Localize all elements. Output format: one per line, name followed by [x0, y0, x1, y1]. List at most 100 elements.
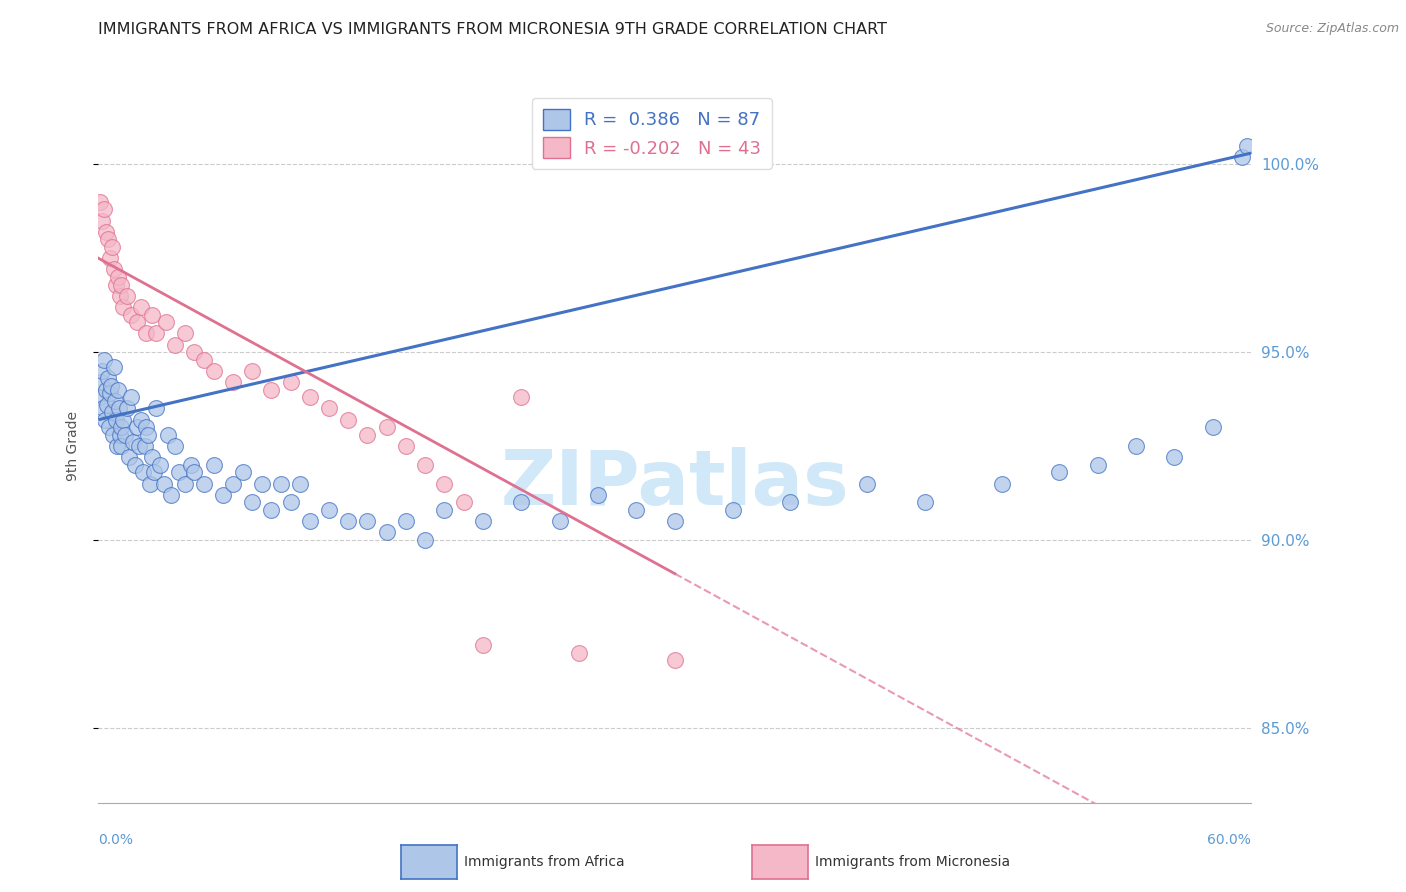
Point: [107, 383, 129, 397]
Point: [101, 427, 124, 442]
Point: [94, 383, 117, 397]
Point: [222, 476, 245, 491]
Text: 0.0%: 0.0%: [98, 833, 134, 847]
Point: [1125, 439, 1147, 453]
Point: [914, 495, 936, 509]
Point: [433, 503, 456, 517]
Point: [433, 476, 456, 491]
Point: [260, 383, 283, 397]
Point: [413, 533, 436, 547]
Point: [90, 375, 112, 389]
Text: ZIPatlas: ZIPatlas: [501, 447, 849, 521]
Point: [337, 413, 360, 427]
Point: [155, 315, 177, 329]
Point: [453, 495, 475, 509]
Point: [375, 420, 398, 434]
Point: [240, 495, 263, 509]
Y-axis label: 9th Grade: 9th Grade: [66, 411, 80, 481]
Point: [375, 525, 398, 540]
Point: [856, 476, 879, 491]
Point: [568, 646, 591, 660]
Point: [96, 398, 118, 412]
Text: Immigrants from Africa: Immigrants from Africa: [464, 855, 624, 869]
Point: [114, 427, 136, 442]
Point: [356, 514, 378, 528]
Point: [97, 232, 120, 246]
Point: [1202, 420, 1225, 434]
Point: [120, 308, 142, 322]
Point: [250, 476, 273, 491]
Point: [145, 401, 167, 416]
Point: [318, 401, 340, 416]
Point: [141, 308, 163, 322]
Point: [104, 393, 127, 408]
Point: [222, 375, 245, 389]
Point: [120, 390, 142, 404]
Point: [202, 364, 225, 378]
Point: [1163, 450, 1185, 465]
Point: [721, 503, 744, 517]
Point: [298, 514, 321, 528]
Point: [156, 427, 179, 442]
Point: [145, 326, 167, 341]
Point: [165, 337, 187, 351]
Point: [779, 495, 801, 509]
Text: 60.0%: 60.0%: [1208, 833, 1251, 847]
Point: [471, 638, 494, 652]
Point: [105, 439, 128, 453]
Point: [89, 390, 111, 404]
Point: [91, 401, 114, 416]
Point: [990, 476, 1012, 491]
Point: [138, 427, 160, 442]
Point: [586, 488, 609, 502]
Point: [356, 427, 378, 442]
Point: [165, 439, 187, 453]
Point: [183, 465, 205, 479]
Point: [664, 653, 686, 667]
Point: [160, 488, 183, 502]
Point: [1087, 458, 1109, 472]
Legend: R =  0.386   N = 87, R = -0.202   N = 43: R = 0.386 N = 87, R = -0.202 N = 43: [531, 98, 772, 169]
Point: [135, 326, 157, 341]
Point: [103, 262, 125, 277]
Point: [135, 420, 157, 434]
Point: [141, 450, 163, 465]
Point: [174, 476, 197, 491]
Point: [337, 514, 360, 528]
Point: [131, 465, 153, 479]
Point: [664, 514, 686, 528]
Point: [193, 476, 215, 491]
Point: [107, 270, 129, 285]
Point: [1230, 150, 1253, 164]
Text: Immigrants from Micronesia: Immigrants from Micronesia: [815, 855, 1011, 869]
Point: [112, 300, 135, 314]
Point: [117, 289, 139, 303]
Point: [1236, 138, 1258, 153]
Point: [471, 514, 494, 528]
Point: [298, 390, 321, 404]
Point: [110, 439, 132, 453]
Point: [104, 413, 127, 427]
Point: [395, 514, 418, 528]
Point: [112, 413, 135, 427]
Text: Source: ZipAtlas.com: Source: ZipAtlas.com: [1265, 22, 1399, 36]
Point: [129, 300, 152, 314]
Point: [91, 364, 114, 378]
Point: [510, 495, 533, 509]
Point: [108, 427, 131, 442]
Point: [1047, 465, 1070, 479]
Point: [97, 371, 120, 385]
Point: [510, 390, 533, 404]
Point: [174, 326, 197, 341]
Point: [89, 194, 111, 209]
Point: [548, 514, 571, 528]
Point: [108, 289, 131, 303]
Point: [202, 458, 225, 472]
Point: [98, 386, 121, 401]
Point: [100, 379, 122, 393]
Point: [413, 458, 436, 472]
Point: [122, 435, 145, 450]
Point: [118, 450, 141, 465]
Point: [193, 352, 215, 367]
Point: [128, 439, 150, 453]
